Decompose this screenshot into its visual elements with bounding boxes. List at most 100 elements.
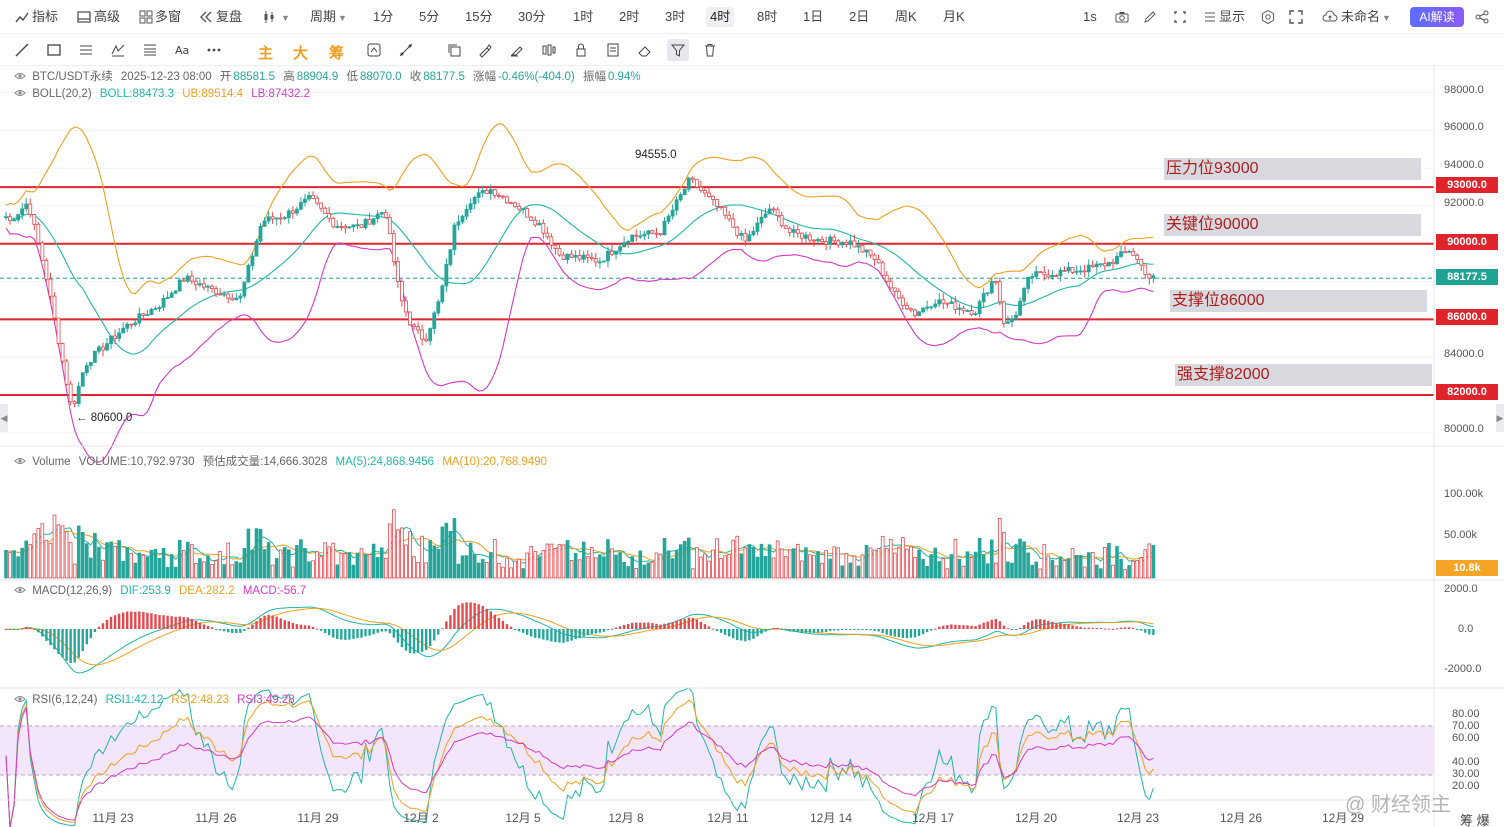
eye-icon[interactable] — [14, 693, 26, 705]
note-icon[interactable] — [605, 42, 621, 58]
eye-icon[interactable] — [14, 87, 26, 99]
candle-body — [517, 205, 521, 210]
macd-bar — [877, 629, 880, 632]
period-dropdown[interactable]: 周期 ▼ — [310, 7, 347, 27]
macd-bar — [800, 629, 804, 633]
chart-type-icon[interactable] — [262, 9, 278, 25]
eye-icon[interactable] — [14, 70, 26, 82]
highlighter-icon[interactable] — [509, 42, 525, 58]
chips-button[interactable]: 筹 — [329, 45, 345, 62]
level-label-strong-support[interactable]: 强支撑82000 — [1175, 364, 1432, 386]
macd-bar — [384, 629, 387, 632]
open-value: 88581.5 — [233, 71, 275, 83]
candle-body — [137, 313, 142, 324]
main-chip-button[interactable]: 主 — [258, 45, 274, 62]
horizontal-lines-icon[interactable] — [78, 42, 94, 58]
volume-bar — [109, 541, 113, 579]
macd-bar — [319, 629, 323, 631]
fullscreen-icon[interactable] — [1288, 9, 1304, 25]
display-button[interactable]: 显示 — [1219, 9, 1246, 24]
brush-icon[interactable] — [477, 42, 493, 58]
interval-1m[interactable]: 1分 — [373, 9, 394, 24]
volume-bar — [893, 552, 897, 579]
cloud-upload-icon[interactable] — [1322, 9, 1338, 25]
layout-name-dropdown[interactable]: 未命名 ▼ — [1341, 7, 1391, 27]
chart-canvas[interactable] — [0, 66, 1504, 827]
level-label-resistance[interactable]: 压力位93000 — [1164, 158, 1421, 180]
volume-bar — [614, 554, 618, 579]
candle-body — [694, 178, 699, 188]
rsi-axis-label: 70.00 — [1452, 720, 1480, 732]
more-tools-icon[interactable] — [206, 42, 222, 58]
volume-bar — [60, 525, 65, 579]
candle-body — [32, 214, 37, 225]
grid-icon[interactable] — [138, 9, 154, 25]
filter-icon[interactable] — [667, 39, 689, 61]
interval-2d[interactable]: 2日 — [849, 9, 870, 24]
volume-bar — [141, 554, 146, 579]
text-tool-icon[interactable]: Aa — [174, 42, 190, 58]
indicator-button[interactable]: 指标 — [32, 9, 59, 24]
measure-icon[interactable] — [398, 42, 414, 58]
interval-1d[interactable]: 1日 — [803, 9, 824, 24]
replay-button[interactable]: 复盘 — [216, 9, 243, 24]
macd-bar — [1119, 627, 1123, 629]
parallel-channel-icon[interactable] — [110, 42, 126, 58]
volume-axis-label: 50.00k — [1444, 529, 1478, 541]
interval-week[interactable]: 周K — [895, 9, 917, 24]
volume-bar — [335, 564, 340, 579]
advanced-button[interactable]: 高级 — [94, 9, 121, 24]
share-icon[interactable] — [1474, 9, 1490, 25]
eraser-icon[interactable] — [637, 42, 653, 58]
layout-icon[interactable] — [76, 9, 92, 25]
interval-15m[interactable]: 15分 — [465, 9, 493, 24]
interval-4h[interactable]: 4时 — [706, 7, 735, 27]
redo-icon[interactable] — [366, 42, 382, 58]
trash-icon[interactable] — [702, 42, 718, 58]
volume-bar — [1018, 538, 1022, 579]
fibonacci-icon[interactable] — [142, 42, 158, 58]
interval-1s[interactable]: 1s — [1083, 9, 1097, 24]
interval-month[interactable]: 月K — [943, 9, 965, 24]
eye-icon[interactable] — [14, 584, 26, 596]
eye-icon[interactable] — [14, 455, 26, 467]
level-label-key[interactable]: 关键位90000 — [1164, 214, 1421, 236]
candle-body — [258, 225, 263, 242]
indicator-icon[interactable] — [14, 9, 30, 25]
interval-3h[interactable]: 3时 — [665, 9, 686, 24]
pencil-icon[interactable] — [1142, 9, 1158, 25]
candle-body — [440, 285, 445, 303]
candles-icon[interactable] — [541, 42, 557, 58]
camera-icon[interactable] — [1114, 9, 1130, 25]
volume-bar — [1103, 546, 1107, 579]
macd-bar — [925, 629, 929, 633]
crop-icon[interactable] — [1172, 9, 1188, 25]
level-label-support[interactable]: 支撑位86000 — [1170, 290, 1427, 312]
scroll-right-button[interactable]: ▶ — [1496, 404, 1504, 432]
settings-icon[interactable] — [1260, 9, 1276, 25]
candle-body — [161, 297, 166, 308]
rectangle-icon[interactable] — [46, 42, 62, 58]
macd-bar — [740, 629, 743, 641]
large-order-button[interactable]: 大 — [293, 45, 309, 62]
lock-icon[interactable] — [573, 42, 589, 58]
interval-2h[interactable]: 2时 — [619, 9, 640, 24]
interval-1h[interactable]: 1时 — [573, 9, 594, 24]
rewind-icon[interactable] — [198, 9, 214, 25]
multi-window-button[interactable]: 多窗 — [155, 9, 182, 24]
candle-body — [391, 233, 396, 262]
trend-line-icon[interactable] — [14, 42, 30, 58]
candle-body — [92, 350, 97, 363]
scroll-left-button[interactable]: ◀ — [0, 404, 8, 432]
layout-name: 未命名 — [1341, 9, 1381, 24]
interval-8h[interactable]: 8时 — [757, 9, 778, 24]
volume-bar — [262, 549, 267, 579]
macd-bar — [1091, 627, 1094, 629]
chart-type-dropdown[interactable]: ▼ — [281, 13, 290, 23]
candle-body — [961, 307, 966, 312]
interval-30m[interactable]: 30分 — [518, 9, 546, 24]
ai-analysis-button[interactable]: AI解读 — [1410, 7, 1464, 27]
copy-icon[interactable] — [446, 42, 462, 58]
candle-body — [949, 301, 954, 304]
interval-5m[interactable]: 5分 — [419, 9, 440, 24]
